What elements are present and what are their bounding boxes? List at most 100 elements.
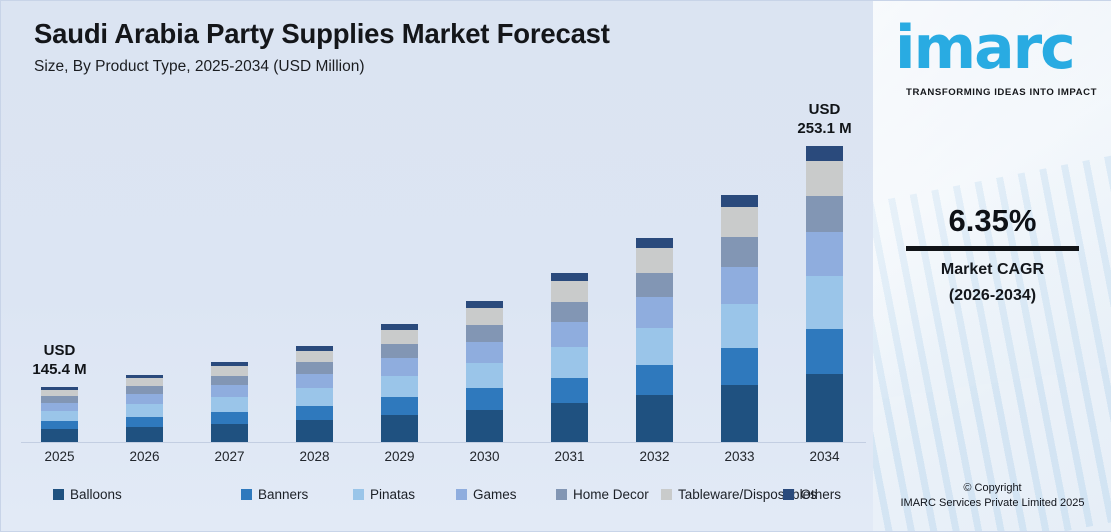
bar-segment-banners-2029[interactable]: [381, 397, 418, 415]
bar-segment-banners-2032[interactable]: [636, 364, 673, 396]
bar-segment-games-2032[interactable]: [636, 297, 673, 328]
bar-segment-home-decor-2027[interactable]: [211, 375, 248, 386]
bar-2034[interactable]: [806, 146, 843, 442]
bar-segment-balloons-2026[interactable]: [126, 426, 163, 442]
bar-2026[interactable]: [126, 375, 163, 442]
bar-2031[interactable]: [551, 273, 588, 442]
bar-segment-balloons-2029[interactable]: [381, 414, 418, 442]
bar-segment-others-2030[interactable]: [466, 301, 503, 309]
bar-segment-pinatas-2029[interactable]: [381, 375, 418, 398]
bar-segment-banners-2034[interactable]: [806, 329, 843, 374]
legend-item-tableware-disposables[interactable]: Tableware/Disposables: [661, 487, 817, 502]
bar-segment-pinatas-2025[interactable]: [41, 411, 78, 422]
bar-segment-games-2026[interactable]: [126, 394, 163, 405]
bar-segment-home-decor-2034[interactable]: [806, 196, 843, 232]
bar-segment-home-decor-2026[interactable]: [126, 386, 163, 395]
bar-2025[interactable]: [41, 387, 78, 442]
bar-segment-pinatas-2028[interactable]: [296, 388, 333, 406]
bar-segment-banners-2031[interactable]: [551, 377, 588, 404]
bar-segment-pinatas-2030[interactable]: [466, 363, 503, 389]
bar-segment-balloons-2027[interactable]: [211, 423, 248, 442]
cagr-label-period: (2026-2034): [948, 287, 1037, 304]
bar-segment-tableware-disposables-2032[interactable]: [636, 248, 673, 273]
legend-item-others[interactable]: Others: [783, 487, 841, 502]
bar-segment-others-2032[interactable]: [636, 238, 673, 249]
bar-segment-games-2027[interactable]: [211, 385, 248, 398]
bar-segment-home-decor-2031[interactable]: [551, 301, 588, 323]
x-tick-2034: 2034: [809, 449, 840, 464]
bar-segment-balloons-2033[interactable]: [721, 385, 758, 442]
legend-label: Home Decor: [573, 487, 649, 502]
bar-segment-tableware-disposables-2028[interactable]: [296, 350, 333, 363]
bar-2029[interactable]: [381, 324, 418, 442]
bar-2033[interactable]: [721, 195, 758, 442]
bar-segment-tableware-disposables-2033[interactable]: [721, 207, 758, 238]
bar-segment-banners-2030[interactable]: [466, 388, 503, 410]
page-title: Saudi Arabia Party Supplies Market Forec…: [34, 18, 610, 49]
bar-segment-games-2025[interactable]: [41, 402, 78, 412]
bar-segment-others-2027[interactable]: [211, 362, 248, 366]
bar-segment-banners-2026[interactable]: [126, 416, 163, 427]
bar-segment-banners-2028[interactable]: [296, 405, 333, 420]
bar-segment-pinatas-2032[interactable]: [636, 327, 673, 365]
cagr-divider: [906, 246, 1079, 251]
bar-segment-pinatas-2034[interactable]: [806, 276, 843, 330]
bar-segment-others-2033[interactable]: [721, 195, 758, 208]
bar-segment-games-2030[interactable]: [466, 341, 503, 364]
bar-segment-others-2034[interactable]: [806, 146, 843, 161]
bar-segment-balloons-2028[interactable]: [296, 419, 333, 442]
x-tick-2025: 2025: [44, 449, 75, 464]
bar-segment-games-2034[interactable]: [806, 231, 843, 277]
bar-segment-balloons-2030[interactable]: [466, 409, 503, 442]
bar-segment-banners-2027[interactable]: [211, 411, 248, 424]
legend-item-games[interactable]: Games: [456, 487, 517, 502]
last-bar-callout-line2: 253.1 M: [797, 120, 852, 137]
bar-segment-tableware-disposables-2029[interactable]: [381, 329, 418, 345]
legend-item-banners[interactable]: Banners: [241, 487, 308, 502]
bar-segment-pinatas-2026[interactable]: [126, 404, 163, 417]
bar-segment-balloons-2025[interactable]: [41, 429, 78, 442]
bar-segment-others-2026[interactable]: [126, 375, 163, 379]
bar-segment-games-2028[interactable]: [296, 373, 333, 389]
legend-item-pinatas[interactable]: Pinatas: [353, 487, 415, 502]
bar-segment-pinatas-2033[interactable]: [721, 303, 758, 349]
bar-segment-home-decor-2033[interactable]: [721, 237, 758, 267]
bar-segment-banners-2033[interactable]: [721, 348, 758, 386]
x-axis-line: [21, 442, 866, 443]
bar-segment-others-2028[interactable]: [296, 346, 333, 351]
bar-segment-home-decor-2025[interactable]: [41, 396, 78, 403]
bar-segment-games-2031[interactable]: [551, 322, 588, 348]
copyright-line2: IMARC Services Private Limited 2025: [900, 497, 1085, 509]
bar-segment-tableware-disposables-2025[interactable]: [41, 389, 78, 397]
bar-segment-tableware-disposables-2031[interactable]: [551, 281, 588, 302]
bar-segment-tableware-disposables-2027[interactable]: [211, 365, 248, 376]
bar-segment-home-decor-2029[interactable]: [381, 344, 418, 359]
legend-item-balloons[interactable]: Balloons: [53, 487, 122, 502]
bar-2028[interactable]: [296, 346, 333, 442]
bar-segment-others-2029[interactable]: [381, 324, 418, 330]
bar-2032[interactable]: [636, 238, 673, 442]
bar-segment-games-2029[interactable]: [381, 358, 418, 376]
bar-segment-tableware-disposables-2034[interactable]: [806, 160, 843, 197]
bar-segment-pinatas-2027[interactable]: [211, 397, 248, 412]
bar-segment-home-decor-2032[interactable]: [636, 272, 673, 298]
legend-label: Tableware/Disposables: [678, 487, 817, 502]
bar-segment-home-decor-2028[interactable]: [296, 362, 333, 374]
legend-item-home-decor[interactable]: Home Decor: [556, 487, 649, 502]
bar-segment-games-2033[interactable]: [721, 266, 758, 304]
legend-swatch-icon: [661, 489, 672, 500]
chart-subtitle: Size, By Product Type, 2025-2034 (USD Mi…: [34, 58, 365, 75]
bar-segment-balloons-2032[interactable]: [636, 395, 673, 442]
bar-2030[interactable]: [466, 301, 503, 442]
bar-segment-pinatas-2031[interactable]: [551, 347, 588, 378]
bar-2027[interactable]: [211, 362, 248, 442]
bar-segment-banners-2025[interactable]: [41, 421, 78, 430]
bar-segment-others-2031[interactable]: [551, 273, 588, 282]
bar-segment-tableware-disposables-2030[interactable]: [466, 308, 503, 325]
bar-segment-home-decor-2030[interactable]: [466, 324, 503, 342]
bar-segment-tableware-disposables-2026[interactable]: [126, 378, 163, 387]
bar-segment-others-2025[interactable]: [41, 387, 78, 390]
bar-segment-balloons-2031[interactable]: [551, 403, 588, 442]
bar-segment-balloons-2034[interactable]: [806, 373, 843, 442]
